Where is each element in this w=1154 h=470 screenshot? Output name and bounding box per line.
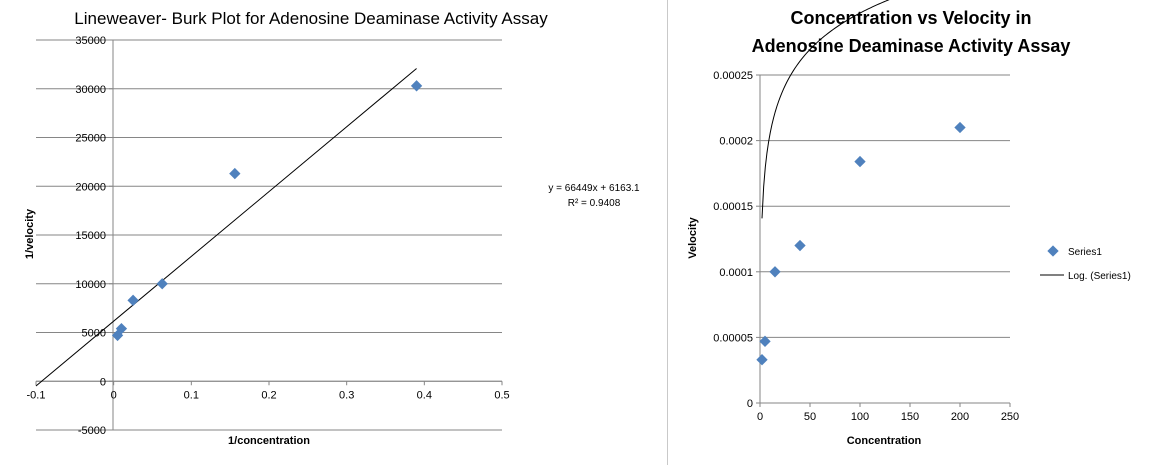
data-point (410, 80, 423, 92)
y-tick-label: -5000 (78, 425, 106, 437)
y-tick-label: 15000 (75, 230, 106, 242)
x-tick-label: 0 (757, 411, 763, 423)
x-tick-label: 0 (111, 389, 117, 401)
y-tick-label: 0.00025 (713, 70, 753, 82)
concentration-velocity-panel: Concentration vs Velocity in Adenosine D… (668, 0, 1154, 465)
x-tick-label: 250 (1001, 411, 1019, 423)
x-tick-label: 0.1 (184, 389, 199, 401)
y-tick-label: 35000 (75, 35, 106, 47)
legend-marker-series1 (1047, 245, 1059, 257)
x-tick-label: 200 (951, 411, 969, 423)
legend-label-trendline: Log. (Series1) (1068, 271, 1131, 282)
data-point (954, 121, 966, 134)
x-tick-label: -0.1 (27, 389, 46, 401)
y-tick-label: 0 (100, 376, 106, 388)
data-point (854, 155, 866, 168)
x-tick-label: 150 (901, 411, 919, 423)
x-tick-label: 0.3 (339, 389, 354, 401)
lineweaver-burk-panel: Lineweaver- Burk Plot for Adenosine Deam… (24, 9, 640, 447)
data-point (229, 167, 241, 180)
chart-title: Lineweaver- Burk Plot for Adenosine Deam… (74, 9, 548, 28)
x-tick-label: 0.5 (494, 389, 509, 401)
panel-divider (667, 0, 668, 465)
y-tick-label: 0 (747, 398, 753, 410)
r-squared-label: R² = 0.9408 (568, 198, 621, 209)
lineweaver-burk-chart: Lineweaver- Burk Plot for Adenosine Deam… (24, 9, 640, 447)
data-point (756, 354, 768, 366)
x-tick-label: 0.2 (261, 389, 276, 401)
y-tick-label: 25000 (75, 133, 106, 145)
data-point (794, 239, 806, 252)
x-axis-title: 1/concentration (228, 435, 310, 447)
legend-label-series1: Series1 (1068, 247, 1102, 258)
y-tick-label: 5000 (82, 328, 106, 340)
y-tick-label: 10000 (75, 279, 106, 291)
y-tick-label: 0.00015 (713, 201, 753, 213)
chart-title-line-1: Concentration vs Velocity in (790, 8, 1031, 28)
x-tick-label: 0.4 (417, 389, 432, 401)
y-tick-label: 0.0001 (719, 267, 753, 279)
x-tick-label: 50 (804, 411, 816, 423)
data-point (127, 294, 139, 306)
x-tick-label: 100 (851, 411, 869, 423)
data-point (156, 278, 168, 290)
chart-title-line-2: Adenosine Deaminase Activity Assay (752, 36, 1071, 56)
y-tick-label: 20000 (75, 181, 106, 193)
y-axis-title: Velocity (687, 216, 699, 258)
concentration-velocity-chart: Concentration vs Velocity in Adenosine D… (687, 0, 1131, 447)
equation-label: y = 66449x + 6163.1 (548, 183, 640, 194)
trendline (761, 0, 890, 219)
legend: Series1 Log. (Series1) (1040, 245, 1131, 282)
data-point (769, 266, 781, 278)
x-axis-title: Concentration (847, 435, 922, 447)
y-tick-label: 0.00005 (713, 332, 753, 344)
y-tick-label: 0.0002 (719, 136, 753, 148)
trendline (35, 68, 417, 387)
y-axis-title: 1/velocity (24, 208, 36, 259)
y-tick-label: 30000 (75, 84, 106, 96)
